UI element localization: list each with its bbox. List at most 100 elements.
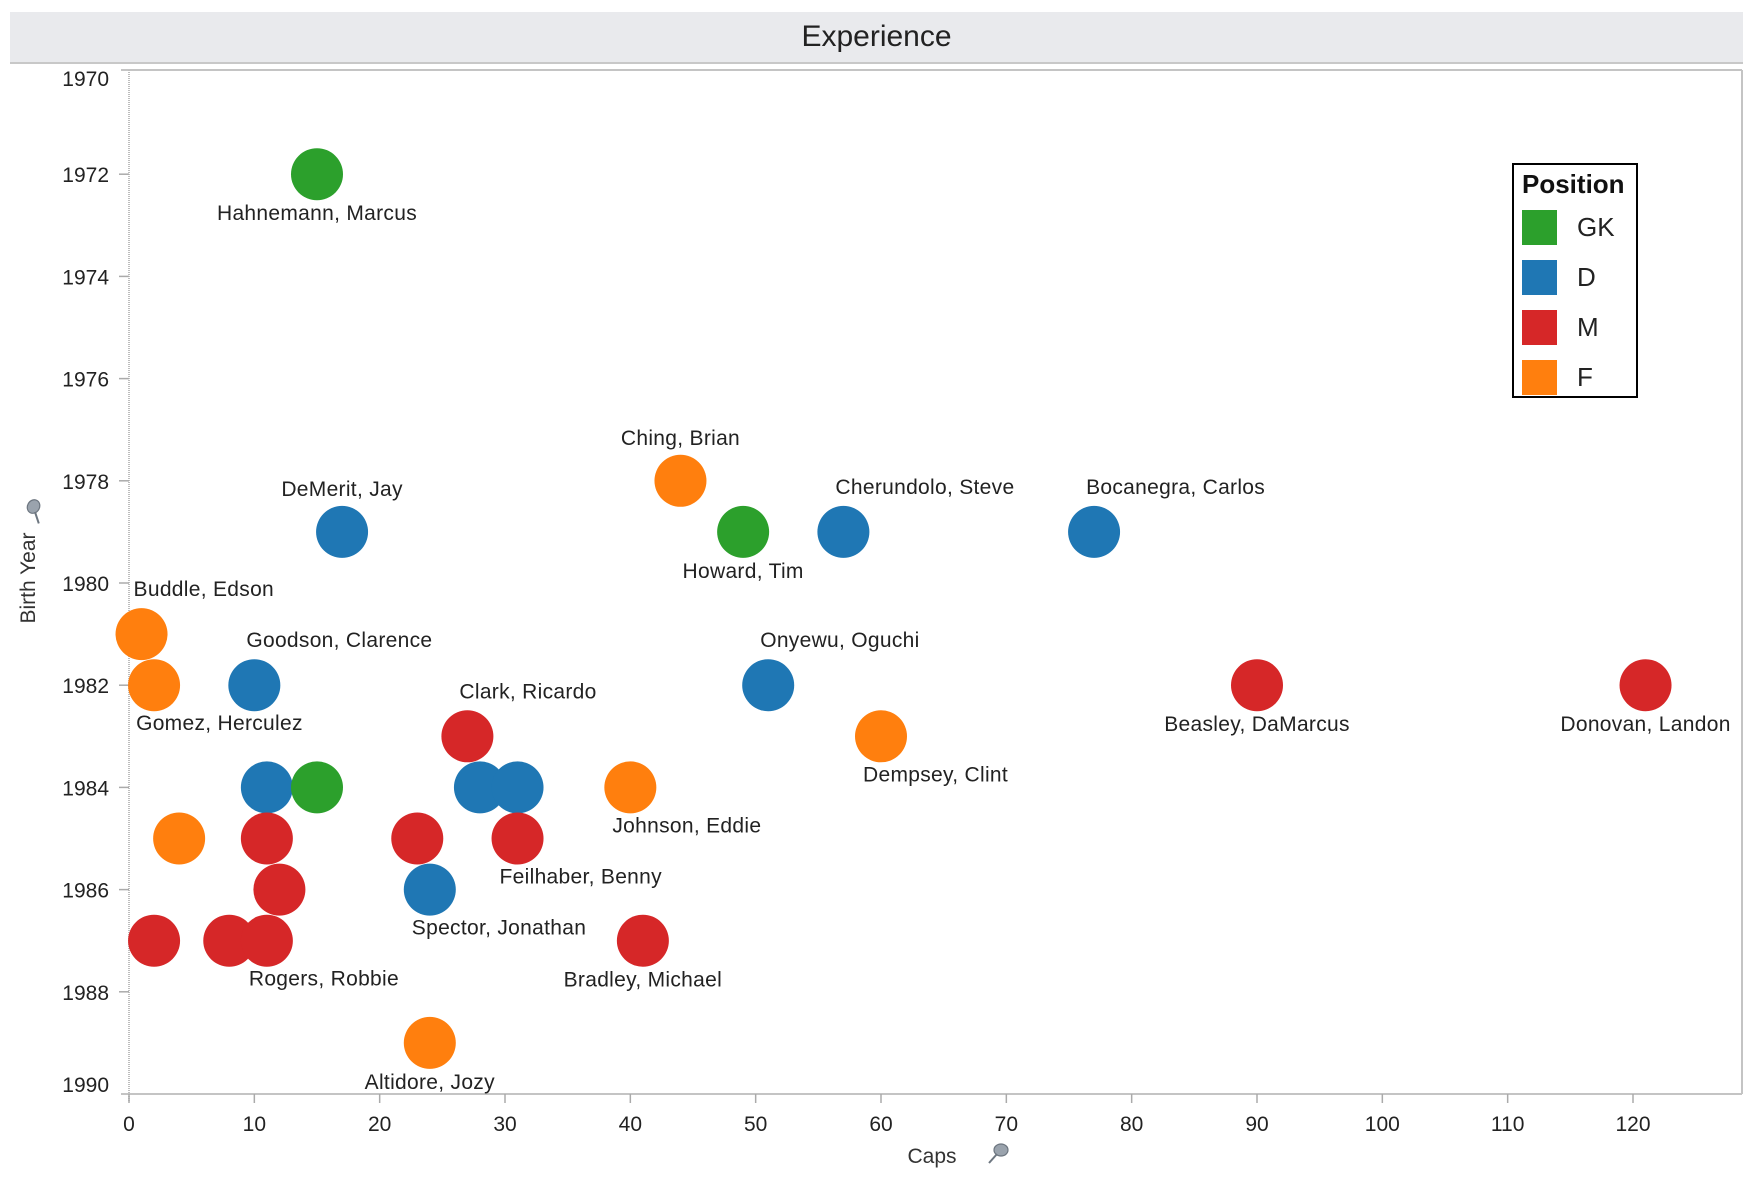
data-point[interactable] [654,454,707,507]
x-tick-label: 90 [1245,1113,1268,1136]
data-point[interactable] [228,659,281,712]
point-label: Bocanegra, Carlos [1086,476,1265,499]
point-label: Gomez, Herculez [136,712,303,735]
point-label: Onyewu, Oguchi [760,629,919,652]
data-point[interactable] [855,710,907,763]
legend-swatch-d [1522,260,1557,295]
y-tick-label: 1984 [62,777,109,800]
y-tick-label: 1976 [62,369,109,392]
x-axis-title: Caps [907,1145,956,1168]
point-label: Goodson, Clarence [246,629,432,652]
legend-swatch-gk [1522,210,1557,245]
x-tick-label: 10 [243,1113,266,1136]
data-point[interactable] [604,761,657,814]
legend-label-f: F [1577,362,1593,392]
legend-title: Position [1522,169,1625,199]
legend-label-d: D [1577,262,1596,292]
y-tick-label: 1978 [62,471,109,494]
point-label: Cherundolo, Steve [835,476,1014,499]
x-tick-label: 0 [123,1113,135,1136]
data-point[interactable] [240,761,293,814]
y-tick-label: 1986 [62,880,109,903]
chart-title-bar: Experience [10,12,1743,64]
data-point[interactable] [1231,659,1283,712]
legend-item-m[interactable]: M [1522,310,1632,346]
point-label: Howard, Tim [683,560,804,583]
point-label: DeMerit, Jay [281,478,403,501]
pin-icon[interactable] [22,497,48,524]
pin-icon[interactable] [988,1143,1009,1164]
y-tick-label: 1972 [62,164,109,187]
legend-item-f[interactable]: F [1522,360,1632,396]
point-label: Bradley, Michael [564,969,722,992]
data-point[interactable] [491,812,544,865]
y-tick-label: 1988 [62,982,109,1005]
data-point[interactable] [453,761,506,814]
x-tick-label: 20 [368,1113,391,1136]
axes: 0 10 20 30 40 50 60 70 80 90 100 110 120 1970 1972 1974… [62,68,1743,1136]
legend-label-m: M [1577,312,1599,342]
data-point[interactable] [240,914,293,967]
data-point[interactable] [403,863,456,916]
data-point[interactable] [115,608,168,661]
point-label: Feilhaber, Benny [500,866,663,889]
point-label: Johnson, Eddie [612,814,761,837]
data-point[interactable] [316,505,369,558]
y-axis-title: Birth Year [17,532,40,623]
data-point[interactable] [153,812,206,865]
data-point[interactable] [1068,505,1121,558]
data-point[interactable] [203,914,256,967]
data-point[interactable] [441,710,494,763]
data-point[interactable] [291,761,343,814]
x-tick-label: 40 [619,1113,642,1136]
x-tick-label: 110 [1491,1113,1524,1136]
legend-label-gk: GK [1577,212,1615,242]
data-point[interactable] [717,505,770,558]
y-tick-label: 1970 [62,68,109,91]
point-label: Buddle, Edson [134,578,275,601]
pin-needle [988,1153,998,1164]
pin-head [26,499,41,514]
legend-swatch-m [1522,310,1557,345]
data-point[interactable] [616,914,669,967]
point-label: Dempsey, Clint [863,763,1008,786]
legend-item-gk[interactable]: GK [1522,210,1632,246]
point-label: Beasley, DaMarcus [1164,713,1350,736]
data-point[interactable] [253,863,306,916]
data-points [115,148,1672,1069]
data-point[interactable] [403,1016,456,1069]
point-label: Spector, Jonathan [412,917,586,940]
point-label: Hahnemann, Marcus [217,202,417,225]
chart-title: Experience [801,20,952,53]
legend-item-d[interactable]: D [1522,260,1632,296]
point-label: Donovan, Landon [1560,713,1730,736]
x-tick-label: 120 [1615,1113,1650,1136]
y-tick-label: 1980 [62,573,109,596]
data-point[interactable] [291,148,343,201]
pin-head [993,1143,1009,1157]
legend-swatch-f [1522,360,1557,395]
x-tick-label: 60 [869,1113,892,1136]
data-point[interactable] [491,761,544,814]
point-label: Clark, Ricardo [459,680,596,703]
point-label: Altidore, Jozy [365,1071,495,1094]
legend: Position GK D M F [1512,163,1638,398]
data-point[interactable] [128,914,181,967]
y-tick-label: 1990 [62,1074,109,1097]
data-point[interactable] [128,659,181,712]
x-tick-label: 50 [744,1113,767,1136]
x-tick-label: 80 [1120,1113,1143,1136]
data-point[interactable] [240,812,293,865]
x-tick-label: 100 [1365,1113,1400,1136]
pin-needle [34,511,40,524]
point-label: Rogers, Robbie [249,968,399,991]
data-point[interactable] [1619,659,1672,712]
point-label: Ching, Brian [621,427,740,450]
x-tick-label: 30 [493,1113,516,1136]
y-tick-label: 1974 [62,266,109,289]
data-point[interactable] [817,505,870,558]
point-labels: Hahnemann, Marcus Ching, Brian DeMerit, Ja… [134,202,1731,1094]
data-point[interactable] [742,659,795,712]
data-point[interactable] [391,812,444,865]
